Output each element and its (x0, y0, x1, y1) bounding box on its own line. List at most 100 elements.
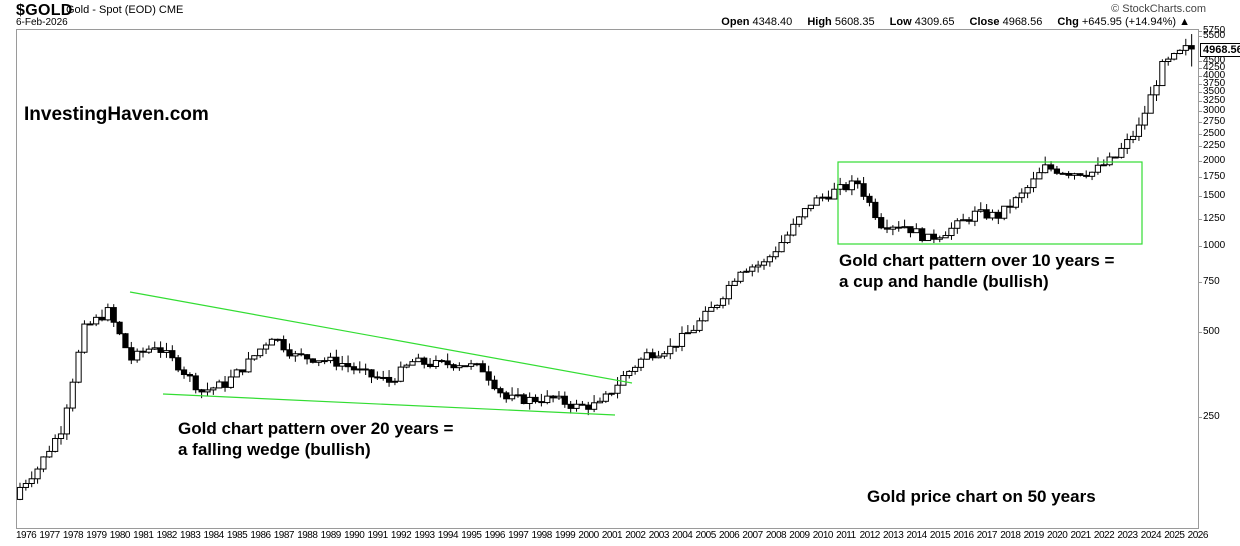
price-candle (954, 220, 961, 229)
price-tick-label: 3750 (1203, 77, 1226, 89)
chart-caption: Gold price chart on 50 years (867, 487, 1096, 506)
price-tick (1199, 331, 1202, 333)
price-candle (508, 394, 516, 400)
high-value: 5608.35 (834, 16, 875, 28)
year-tick-label: 2011 (836, 530, 856, 541)
price-candle (169, 350, 176, 359)
price-tick-label: 1250 (1203, 212, 1226, 224)
price-candle (889, 226, 896, 230)
price-candle (227, 376, 234, 388)
price-tick (1199, 111, 1202, 113)
price-candle (268, 338, 276, 346)
wedge-upper-trendline (129, 291, 633, 384)
price-candle (104, 307, 111, 321)
price-candle (192, 375, 199, 391)
year-tick-label: 2000 (578, 530, 599, 541)
price-candle (180, 369, 188, 376)
year-tick-label: 2018 (1000, 530, 1021, 541)
price-candle (960, 219, 967, 222)
price-tick-label: 2750 (1203, 115, 1226, 127)
price-candle (221, 381, 229, 388)
price-candle (661, 353, 668, 357)
price-tick (1199, 68, 1202, 70)
price-candle (1065, 172, 1072, 176)
price-candle (684, 332, 691, 335)
price-candle (403, 364, 410, 368)
year-tick-label: 2008 (765, 530, 787, 541)
price-candle (842, 184, 850, 191)
price-candle (995, 211, 1002, 219)
plot-area[interactable] (16, 29, 1199, 529)
price-candle (374, 376, 381, 379)
price-candle (163, 350, 170, 353)
price-candle (831, 188, 838, 200)
price-tick (1199, 417, 1202, 418)
price-tick (1199, 246, 1202, 248)
low-value: 4309.65 (914, 16, 955, 28)
price-candle (52, 438, 59, 452)
price-candle (63, 407, 70, 435)
price-candle (948, 227, 955, 237)
last-price-tag: 4968.56 (1200, 43, 1240, 57)
close-label: Close (969, 16, 1000, 28)
year-tick-label: 2001 (601, 530, 623, 541)
price-candle (1165, 58, 1172, 63)
price-candle (796, 216, 803, 225)
year-tick-label: 2010 (812, 530, 834, 541)
price-tick-label: 2250 (1203, 140, 1226, 152)
price-candle (186, 374, 193, 377)
year-tick-label: 2026 (1187, 530, 1209, 541)
price-candle (198, 389, 205, 393)
price-candle (1176, 49, 1184, 55)
price-candle (743, 270, 750, 273)
price-candle (210, 387, 217, 391)
price-candle (34, 468, 41, 480)
price-candle (1088, 171, 1096, 177)
price-candle (1182, 45, 1189, 51)
year-tick-label: 2006 (718, 530, 740, 541)
price-candle (438, 360, 445, 363)
price-candle (415, 357, 422, 363)
price-candle (860, 183, 867, 197)
year-tick-label: 1995 (461, 530, 482, 541)
price-candle (901, 226, 908, 229)
year-tick-label: 2019 (1023, 530, 1045, 541)
price-candle (151, 347, 158, 350)
price-candle (362, 368, 369, 371)
price-candle (409, 361, 416, 366)
price-candle (602, 393, 609, 402)
year-tick-label: 1987 (273, 530, 295, 541)
price-candle (462, 365, 469, 368)
price-tick-label: 500 (1203, 325, 1220, 337)
price-candle (315, 360, 322, 363)
price-candle (1030, 178, 1037, 189)
price-candle (848, 180, 855, 191)
price-tick-label: 1750 (1203, 171, 1226, 183)
price-candle (491, 379, 498, 390)
wedge-lower-trendline (162, 393, 616, 416)
price-candle (16, 486, 24, 500)
copyright-label: © StockCharts.com (1111, 3, 1206, 15)
ticker-symbol: $GOLD (16, 2, 73, 19)
year-tick-label: 2003 (648, 530, 670, 541)
year-tick-label: 2024 (1140, 530, 1162, 541)
price-candle (1159, 61, 1166, 87)
price-candle (749, 266, 756, 272)
price-candle (1141, 112, 1148, 126)
price-candle (643, 352, 650, 360)
price-candle (380, 376, 387, 379)
cup-handle-annotation: Gold chart pattern over 10 years = a cup… (839, 250, 1114, 292)
price-candle (1053, 168, 1061, 174)
price-tick (1199, 75, 1202, 77)
price-candle (397, 366, 404, 382)
price-candle (737, 271, 744, 282)
year-tick-label: 1977 (39, 530, 60, 541)
price-candle (854, 180, 861, 185)
price-candle (784, 234, 791, 244)
price-candle (81, 323, 88, 353)
price-tick-label: 4000 (1203, 69, 1226, 81)
price-candle (965, 219, 973, 222)
price-candle (1106, 156, 1113, 166)
year-tick-label: 2004 (672, 530, 693, 541)
year-tick-label: 1994 (437, 530, 459, 541)
